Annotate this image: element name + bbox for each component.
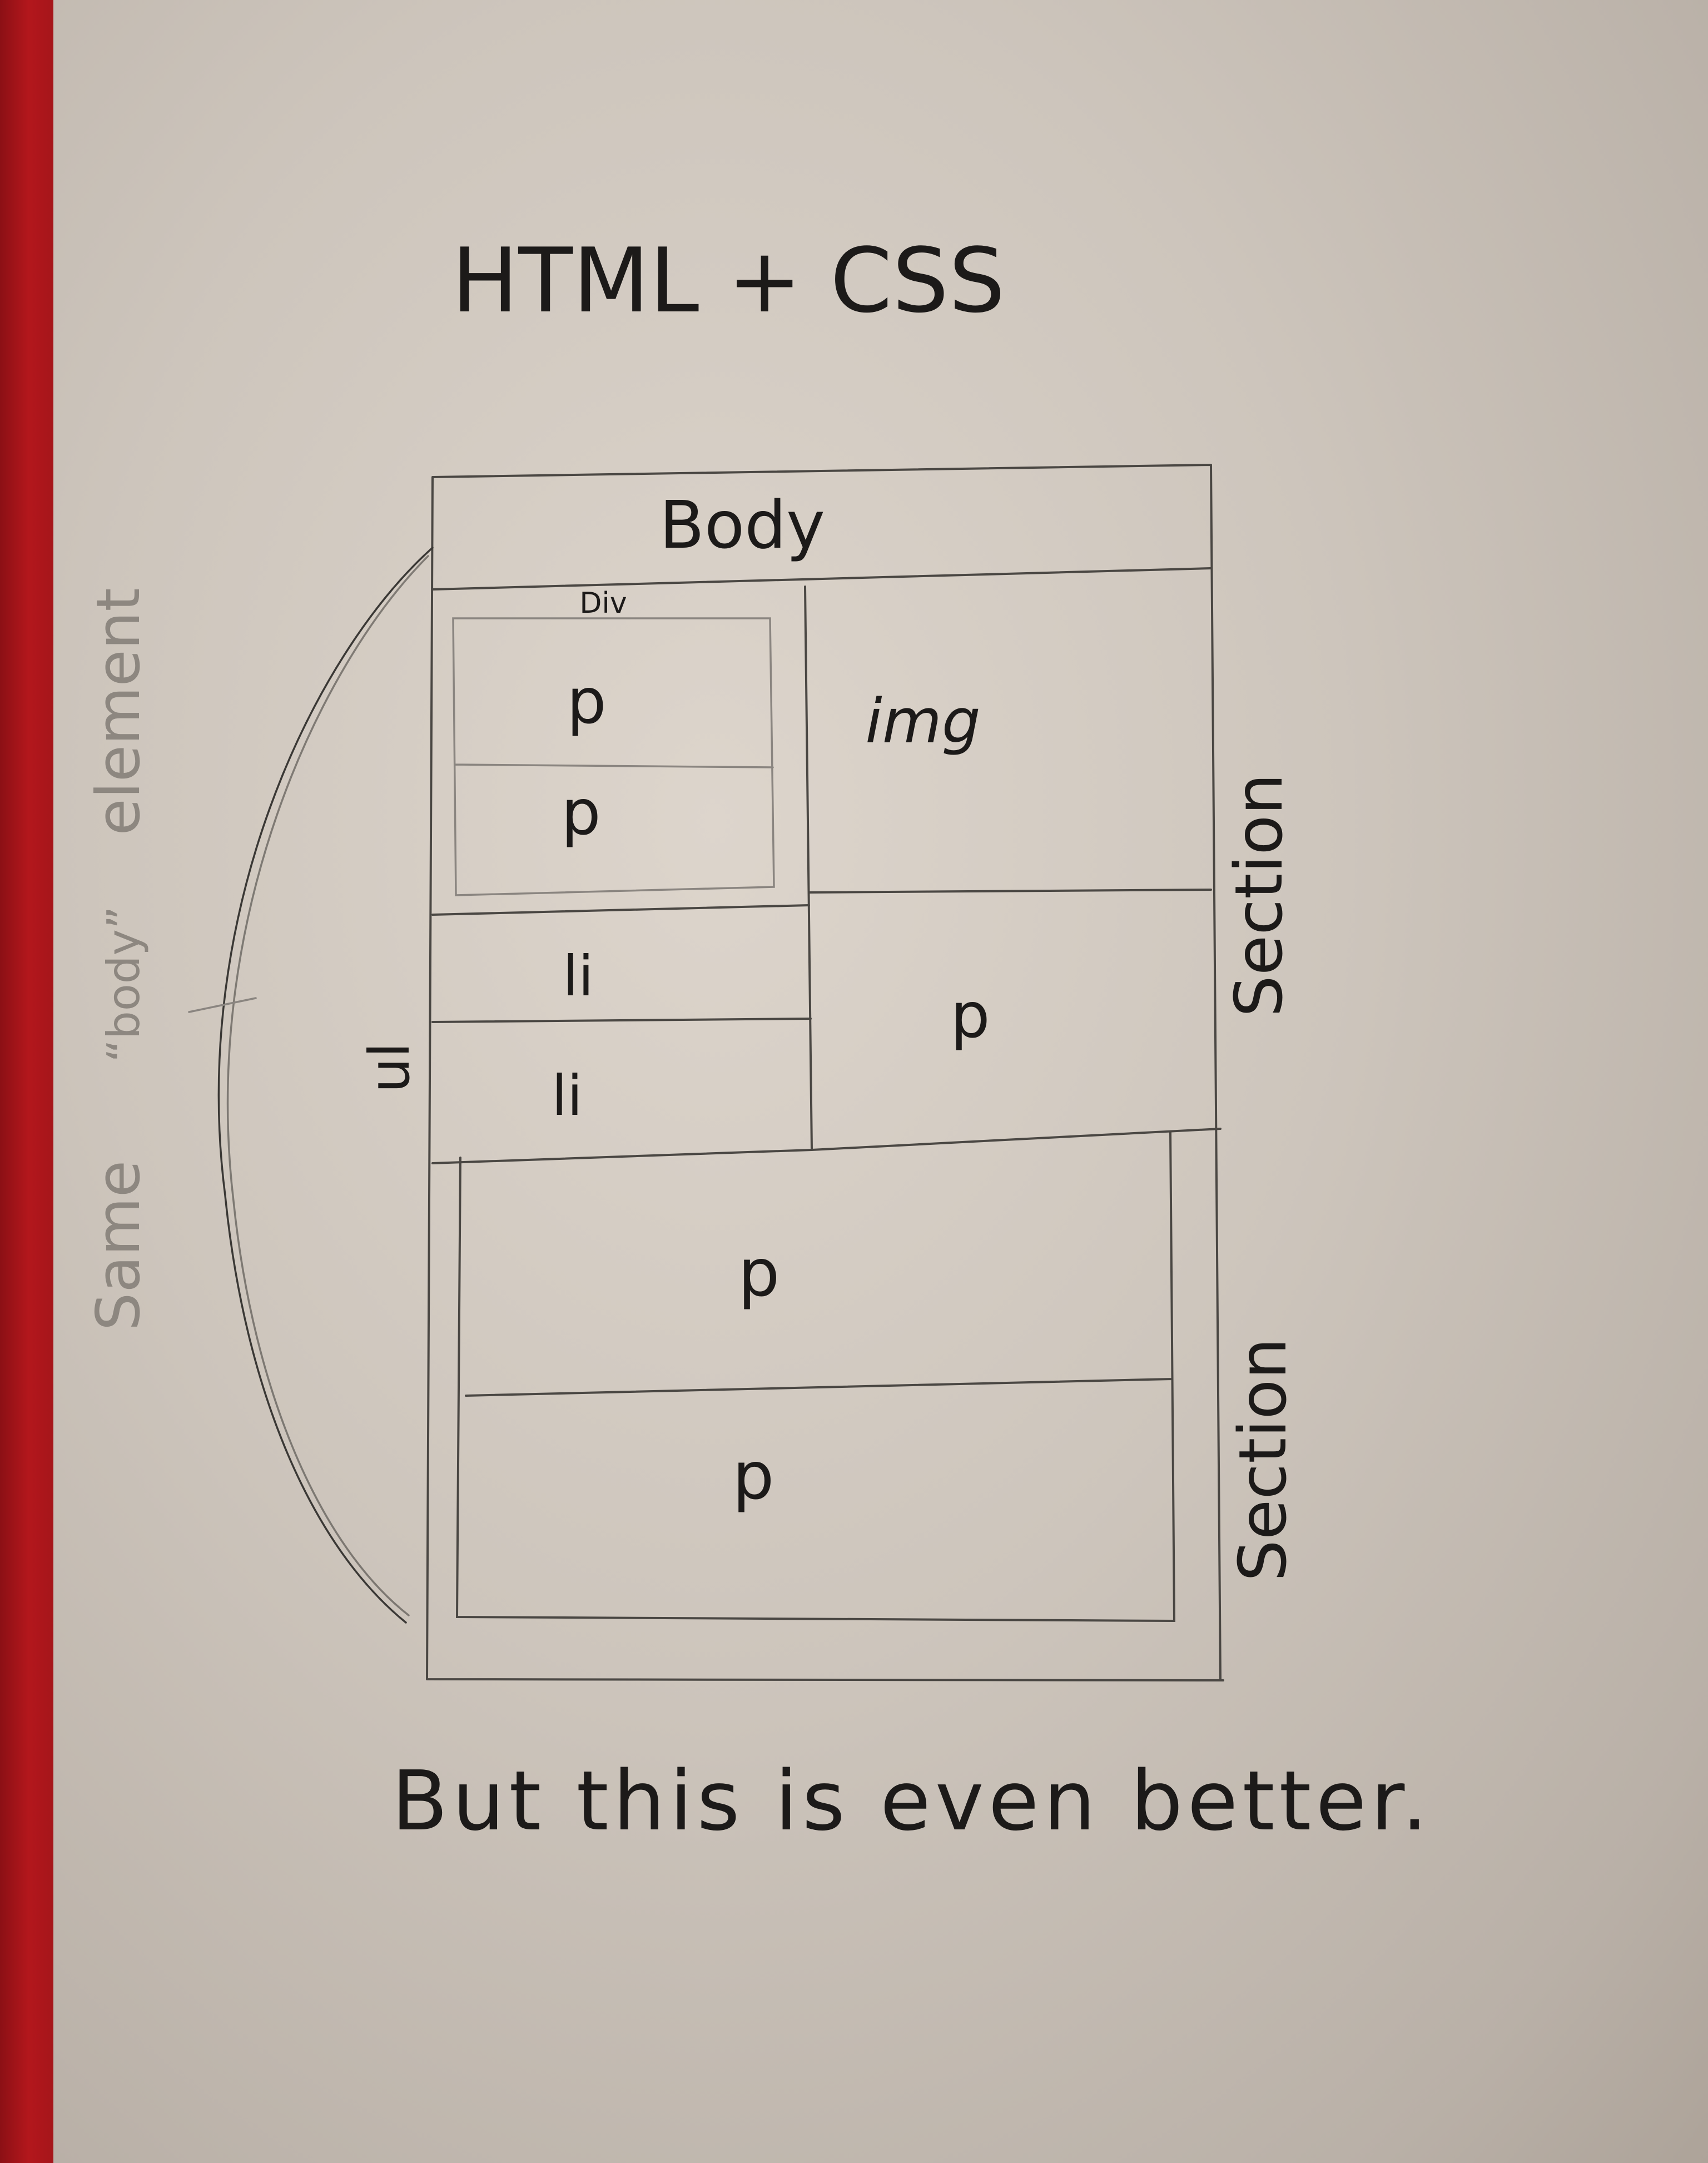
p-right: p [950, 980, 990, 1052]
side-note-word-3: element [84, 588, 153, 835]
p-bottom-2: p [733, 1437, 774, 1514]
ul-label: ul [357, 1042, 422, 1093]
section-2-label: Section [1224, 1338, 1301, 1581]
section-2-box [455, 1130, 1176, 1623]
paper-sheet [53, 0, 1708, 2163]
bracket-arc-2 [226, 555, 429, 1616]
caption: But this is even better. [391, 1753, 1432, 1849]
div-p-1: p [567, 666, 606, 738]
li-2: li [552, 1063, 583, 1128]
div-box [452, 617, 775, 896]
bracket-tick [188, 997, 257, 1013]
li-1: li [563, 944, 594, 1009]
outer-frame [426, 464, 1224, 1681]
div-bottom-divider [431, 904, 810, 916]
red-surface-edge [0, 0, 58, 2163]
body-label: Body [659, 487, 825, 563]
section-1-bottom [431, 1128, 1222, 1164]
div-p-2: p [561, 777, 600, 849]
bracket-arc [217, 547, 434, 1624]
side-note: Same “body” element [84, 588, 153, 1331]
side-note-word-2: “body” [98, 906, 150, 1063]
p-bottom-1: p [738, 1234, 780, 1311]
side-note-word-1: Same [84, 1160, 153, 1331]
img-bottom-divider [808, 889, 1212, 894]
title: HTML + CSS [451, 229, 1005, 333]
body-divider [431, 567, 1212, 591]
li-divider [431, 1018, 812, 1023]
div-label: Div [579, 587, 627, 620]
img-label: img [865, 686, 981, 757]
column-divider [804, 586, 813, 1151]
section-1-label: Section [1220, 773, 1297, 1017]
